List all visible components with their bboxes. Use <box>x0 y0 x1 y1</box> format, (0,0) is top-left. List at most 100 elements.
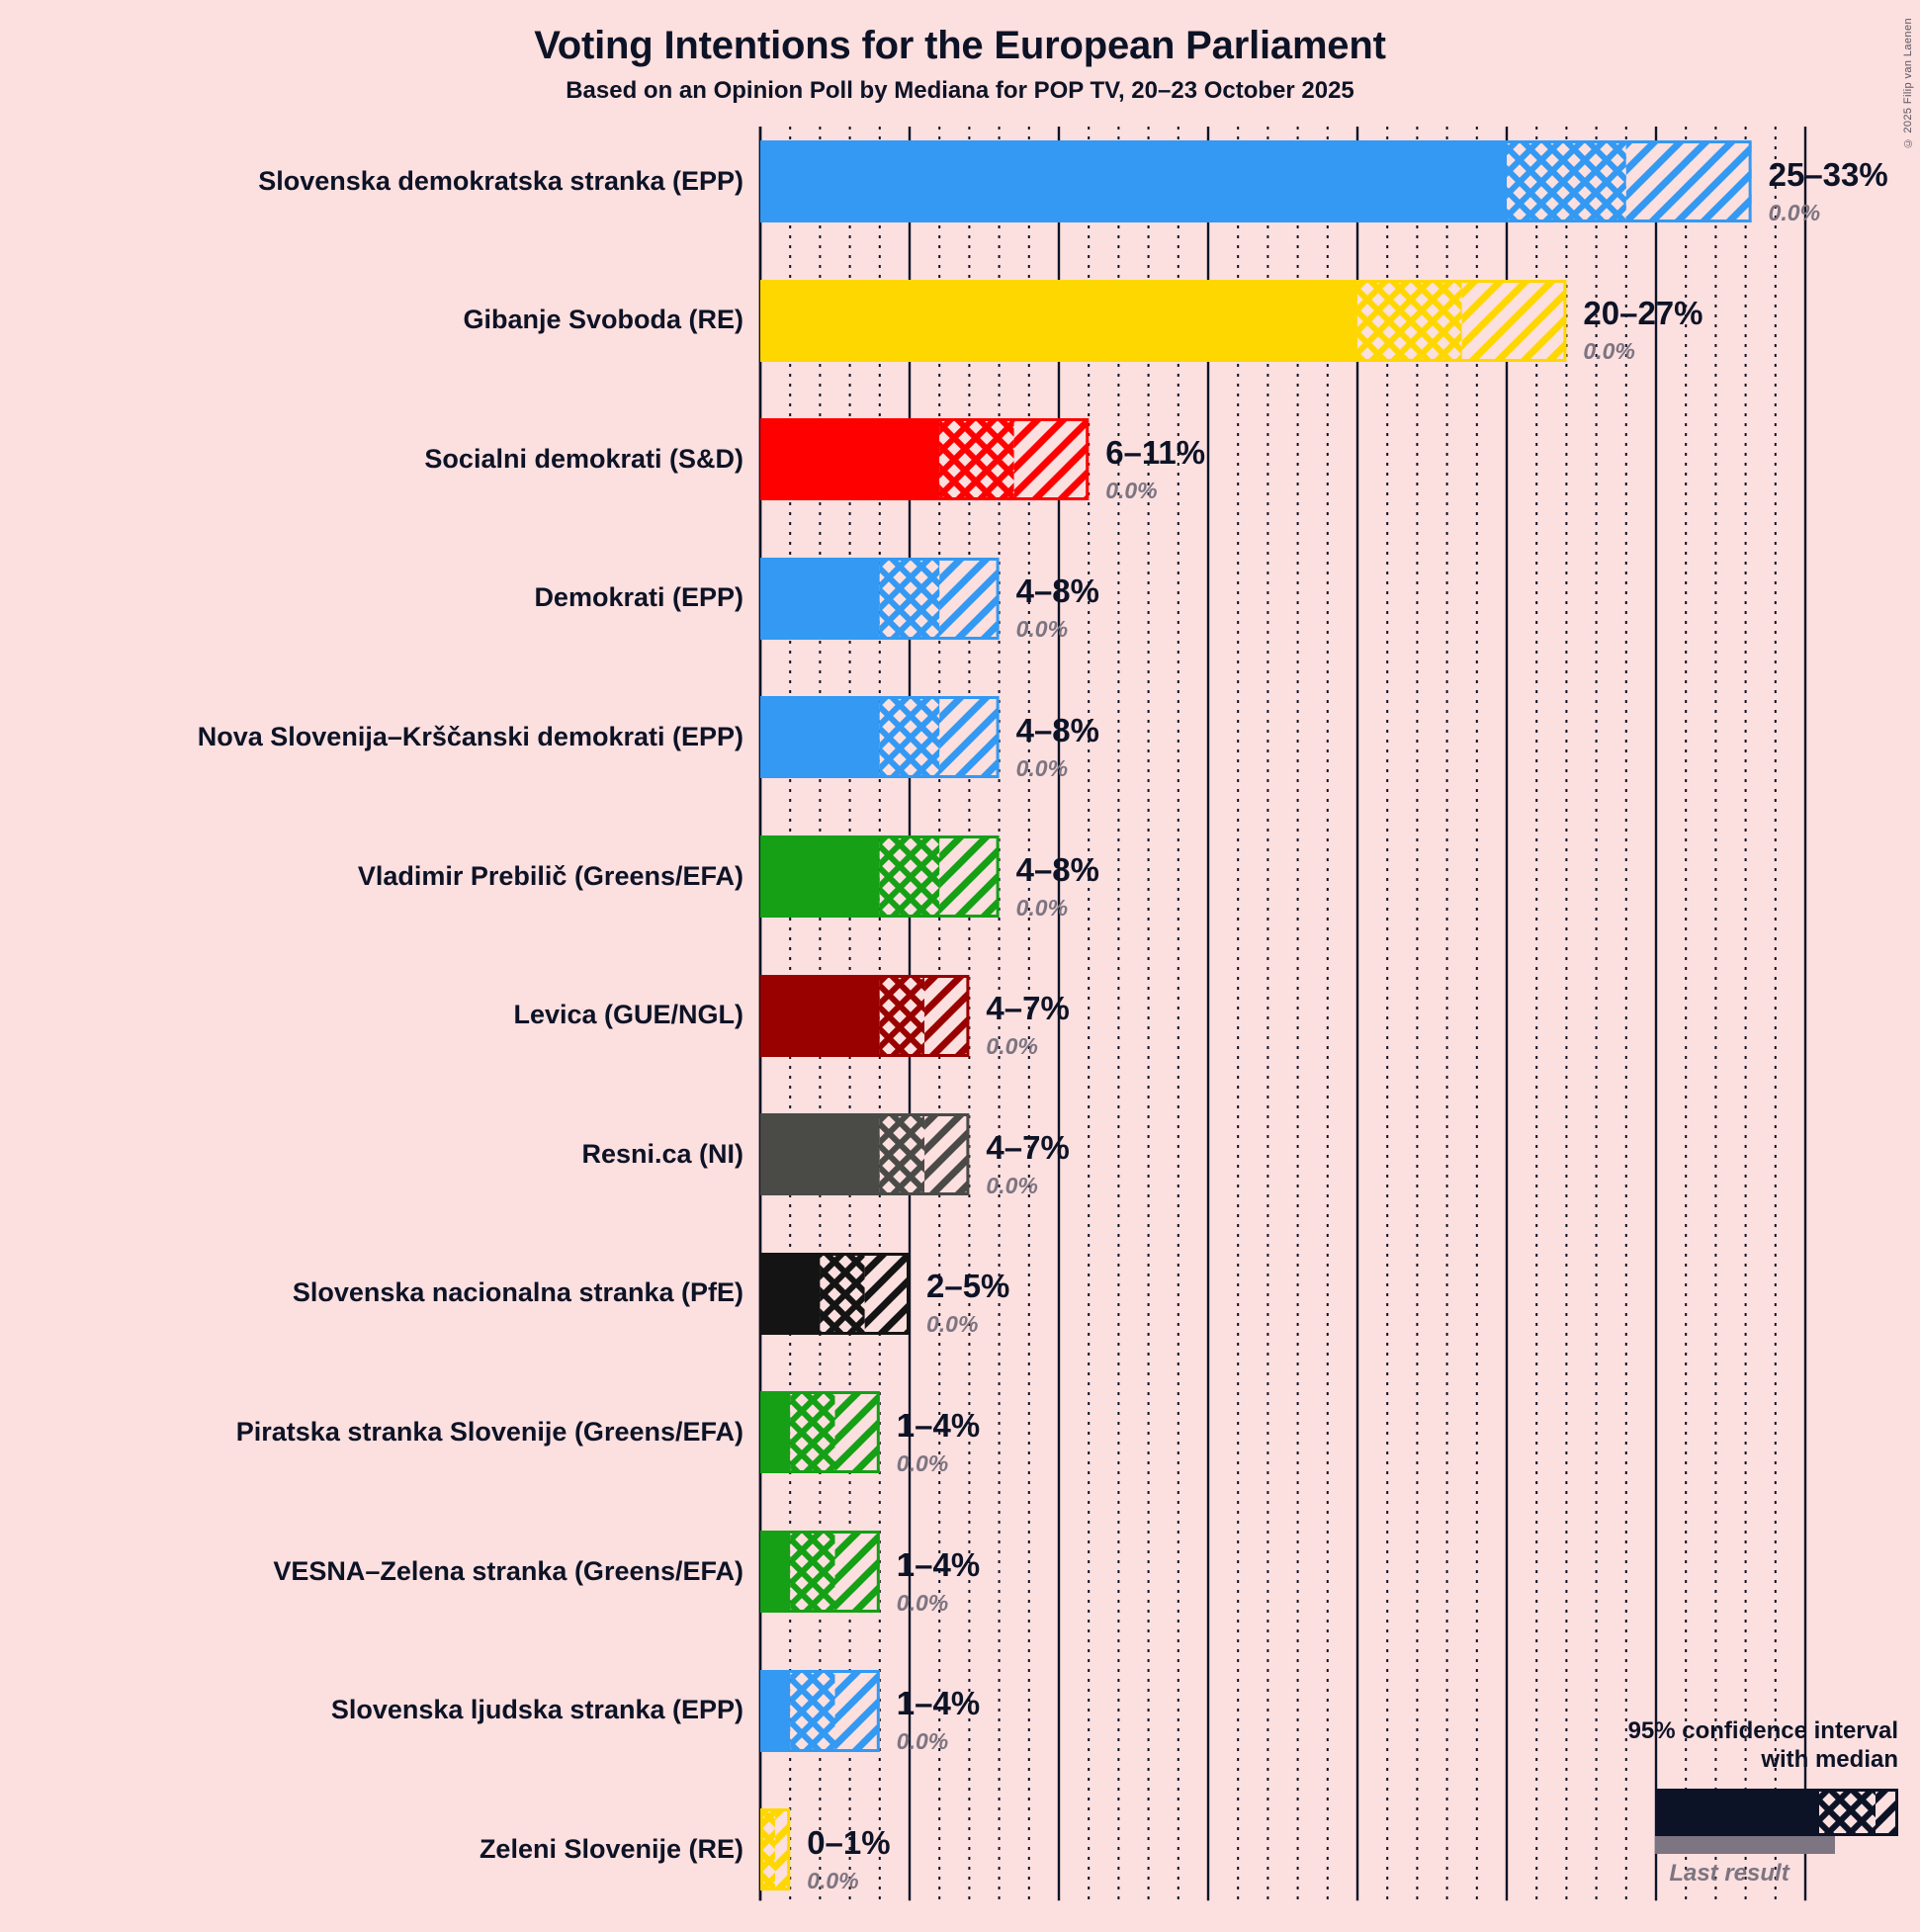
bar-segment-solid <box>760 557 880 640</box>
last-result-value: 0.0% <box>896 1589 949 1616</box>
value-range: 20–27% <box>1583 295 1703 332</box>
bar-segment-solid <box>760 696 880 779</box>
last-result-value: 0.0% <box>1015 616 1069 643</box>
bar-segment-diagonal <box>834 1531 880 1613</box>
confidence-interval-bar <box>760 1808 791 1891</box>
page-title: Voting Intentions for the European Parli… <box>534 24 1386 67</box>
bar-segment-crosshatch <box>879 1113 925 1196</box>
table-row: VESNA–Zelena stranka (Greens/EFA) 1–4% 0.0… <box>0 1531 1920 1616</box>
last-result-value: 0.0% <box>1583 338 1635 365</box>
bar-segment-diagonal <box>939 557 1000 640</box>
bar-segment-solid <box>760 1252 821 1335</box>
legend-solid-segment <box>1655 1788 1819 1836</box>
party-label: Nova Slovenija–Krščanski demokrati (EPP) <box>197 721 743 751</box>
last-result-value: 0.0% <box>1015 894 1069 921</box>
last-result-value: 0.0% <box>807 1867 859 1893</box>
bar-outline <box>760 418 1090 501</box>
party-label: VESNA–Zelena stranka (Greens/EFA) <box>273 1555 743 1586</box>
table-row: Gibanje Svoboda (RE) 20–27% 0.0% <box>0 279 1920 365</box>
bar-segment-solid <box>760 140 1507 222</box>
value-range: 4–8% <box>1015 711 1099 748</box>
table-row: Socialni demokrati (S&D) 6–11% 0.0% <box>0 418 1920 503</box>
table-row: Zeleni Slovenije (RE) 0–1% 0.0% <box>0 1808 1920 1893</box>
bar-outline <box>760 1531 880 1613</box>
bar-segment-diagonal <box>939 835 1000 918</box>
table-row: Demokrati (EPP) 4–8% 0.0% <box>0 557 1920 643</box>
last-result-value: 0.0% <box>1768 199 1821 225</box>
bar-segment-crosshatch <box>820 1252 865 1335</box>
bar-segment-crosshatch <box>879 835 940 918</box>
party-label: Slovenska nacionalna stranka (PfE) <box>292 1277 743 1308</box>
table-row: Vladimir Prebilič (Greens/EFA) 4–8% 0.0% <box>0 835 1920 921</box>
bar-segment-crosshatch <box>939 418 1014 501</box>
value-range: 4–8% <box>1015 572 1099 610</box>
legend-footer-label: Last result <box>1669 1859 1789 1887</box>
last-result-value: 0.0% <box>986 1172 1038 1198</box>
legend-bar-graphic <box>1655 1788 1898 1836</box>
chart-legend: 95% confidence interval with median Last… <box>1572 1716 1898 1888</box>
party-label: Demokrati (EPP) <box>534 582 743 613</box>
party-label: Levica (GUE/NGL) <box>513 1000 743 1030</box>
legend-caption: 95% confidence interval with median <box>1572 1716 1898 1775</box>
bar-segment-crosshatch <box>1357 279 1462 362</box>
last-result-value: 0.0% <box>926 1311 979 1338</box>
table-row: Slovenska ljudska stranka (EPP) 1–4% 0.0% <box>0 1669 1920 1755</box>
bar-segment-solid <box>760 835 880 918</box>
legend-diagonal-segment <box>1876 1788 1898 1836</box>
bar-segment-crosshatch <box>1507 140 1626 222</box>
value-range: 4–7% <box>986 1128 1070 1166</box>
party-label: Socialni demokrati (S&D) <box>424 443 743 474</box>
value-range: 0–1% <box>807 1823 891 1861</box>
legend-bar-outline <box>1655 1788 1898 1836</box>
bar-outline <box>760 140 1752 222</box>
party-label: Slovenska demokratska stranka (EPP) <box>258 165 743 196</box>
value-range: 2–5% <box>926 1268 1010 1305</box>
legend-last-result-swatch <box>1655 1835 1835 1854</box>
table-row: Piratska stranka Slovenije (Greens/EFA) 1… <box>0 1391 1920 1476</box>
chart-subtitle: Based on an Opinion Poll by Mediana for … <box>566 77 1354 104</box>
confidence-interval-bar <box>760 835 1000 918</box>
bar-segment-solid <box>760 1531 791 1613</box>
confidence-interval-bar <box>760 1391 880 1474</box>
table-row: Slovenska demokratska stranka (EPP) 25–33… <box>0 140 1920 225</box>
bar-outline <box>760 279 1567 362</box>
party-label: Resni.ca (NI) <box>581 1138 743 1169</box>
bar-segment-crosshatch <box>879 696 940 779</box>
bar-segment-solid <box>760 974 880 1057</box>
confidence-interval-bar <box>760 1113 970 1196</box>
party-label: Gibanje Svoboda (RE) <box>463 305 743 335</box>
bar-segment-solid <box>760 1391 791 1474</box>
bar-outline <box>760 557 1000 640</box>
bar-outline <box>760 1391 880 1474</box>
party-label: Vladimir Prebilič (Greens/EFA) <box>357 860 743 891</box>
last-result-value: 0.0% <box>896 1728 949 1755</box>
bar-outline <box>760 974 970 1057</box>
value-range: 4–8% <box>1015 850 1099 888</box>
bar-segment-diagonal <box>1461 279 1567 362</box>
bar-segment-solid <box>760 1113 880 1196</box>
table-row: Resni.ca (NI) 4–7% 0.0% <box>0 1113 1920 1198</box>
bar-segment-crosshatch <box>879 557 940 640</box>
bar-segment-crosshatch <box>790 1669 835 1752</box>
legend-swatch <box>1655 1788 1898 1854</box>
bar-outline <box>760 1808 791 1891</box>
bar-segment-crosshatch <box>760 1808 776 1891</box>
last-result-value: 0.0% <box>896 1449 949 1476</box>
bar-segment-crosshatch <box>790 1391 835 1474</box>
confidence-interval-bar <box>760 696 1000 779</box>
legend-caption-line2: with median <box>1761 1746 1898 1774</box>
bar-outline <box>760 1252 910 1335</box>
table-row: Nova Slovenija–Krščanski demokrati (EPP)… <box>0 696 1920 781</box>
bar-segment-solid <box>760 1669 791 1752</box>
legend-caption-line1: 95% confidence interval <box>1627 1717 1898 1744</box>
bar-segment-solid <box>760 418 940 501</box>
table-row: Slovenska nacionalna stranka (PfE) 2–5% 0.… <box>0 1252 1920 1338</box>
last-result-value: 0.0% <box>1015 754 1069 781</box>
confidence-interval-bar <box>760 1531 880 1613</box>
value-range: 1–4% <box>896 1685 981 1722</box>
bar-segment-diagonal <box>775 1808 791 1891</box>
bar-outline <box>760 1669 880 1752</box>
bar-segment-diagonal <box>939 696 1000 779</box>
last-result-value: 0.0% <box>1105 477 1158 503</box>
